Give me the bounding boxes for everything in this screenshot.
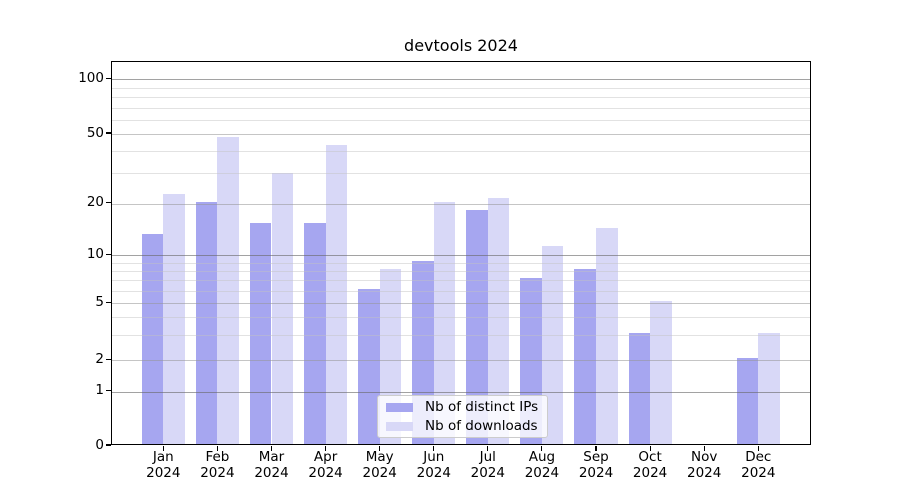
x-tick-label-jun: Jun 2024 [416, 449, 451, 481]
gridline-40 [112, 151, 810, 152]
x-tick-label-apr: Apr 2024 [308, 449, 343, 481]
y-tick-0 [106, 444, 111, 446]
bar-downloads-dec [758, 333, 780, 444]
y-tick-label-1: 1 [95, 382, 104, 399]
legend-item-distinct-ips: Nb of distinct IPs [386, 399, 539, 415]
gridline-3 [112, 335, 810, 337]
x-tick-mar [270, 446, 273, 451]
x-tick-sep [595, 446, 597, 451]
x-tick-label-feb: Feb 2024 [200, 449, 235, 481]
bar-downloads-jan [163, 194, 185, 444]
gridline-30 [112, 172, 810, 174]
bar-downloads-mar [271, 173, 294, 444]
x-tick-label-nov: Nov 2024 [687, 449, 722, 481]
x-tick-oct [649, 446, 651, 451]
x-tick-dec [757, 446, 759, 451]
gridline-8 [112, 270, 810, 272]
gridline-20 [112, 203, 810, 205]
gridline-5 [112, 303, 810, 305]
chart-title: devtools 2024 [404, 36, 518, 55]
x-tick-feb [216, 446, 218, 451]
y-tick-20 [106, 202, 111, 204]
y-tick-label-10: 10 [86, 245, 104, 262]
gridline-9 [112, 262, 810, 264]
bar-distinct-ips-dec [736, 358, 759, 444]
x-tick-label-may: May 2024 [362, 449, 397, 481]
x-tick-label-dec: Dec 2024 [741, 449, 776, 481]
plot-area [111, 61, 811, 445]
y-tick-10 [106, 253, 111, 255]
bar-downloads-sep [596, 228, 618, 444]
y-tick-label-5: 5 [95, 293, 104, 310]
gridline-60 [112, 119, 810, 121]
x-tick-jul [487, 446, 489, 451]
gridline-50 [112, 134, 810, 135]
bar-downloads-apr [325, 145, 348, 444]
x-tick-label-jan: Jan 2024 [146, 449, 181, 481]
gridline-6 [112, 290, 810, 292]
y-tick-100 [106, 77, 111, 79]
gridline-70 [112, 107, 810, 109]
x-tick-may [379, 446, 381, 451]
gridline-1 [112, 391, 810, 393]
x-tick-label-aug: Aug 2024 [524, 449, 560, 481]
y-tick-label-50: 50 [86, 124, 104, 141]
bar-downloads-oct [650, 301, 672, 444]
legend-item-downloads: Nb of downloads [386, 418, 539, 434]
gridline-80 [112, 96, 810, 98]
bar-distinct-ips-feb [195, 201, 218, 444]
gridline-2 [112, 360, 810, 362]
legend-swatch-distinct-ips [386, 402, 413, 412]
gridline-7 [112, 280, 810, 281]
x-tick-aug [541, 446, 543, 451]
gridline-10 [112, 255, 810, 257]
y-tick-label-0: 0 [95, 436, 104, 453]
bar-distinct-ips-jul [466, 209, 488, 444]
x-tick-jun [433, 446, 435, 451]
bar-distinct-ips-apr [304, 223, 326, 444]
bar-downloads-feb [217, 136, 239, 444]
x-tick-label-oct: Oct 2024 [632, 449, 668, 481]
x-tick-label-mar: Mar 2024 [254, 449, 289, 481]
bar-distinct-ips-oct [628, 333, 651, 444]
legend: Nb of distinct IPs Nb of downloads [377, 395, 548, 438]
y-tick-2 [106, 358, 111, 360]
y-tick-label-100: 100 [78, 69, 104, 86]
bar-distinct-ips-may [358, 288, 380, 444]
bar-downloads-aug [541, 246, 564, 444]
bar-distinct-ips-jan [141, 233, 164, 444]
x-tick-nov [703, 446, 705, 451]
x-tick-jan [162, 446, 164, 451]
y-tick-label-2: 2 [95, 350, 104, 367]
legend-label-distinct-ips: Nb of distinct IPs [425, 399, 539, 415]
y-tick-5 [106, 301, 111, 303]
gridline-4 [112, 317, 810, 319]
legend-swatch-downloads [386, 421, 413, 431]
bar-distinct-ips-sep [574, 268, 596, 444]
bar-downloads-jun [433, 201, 456, 444]
x-tick-apr [325, 446, 327, 451]
y-tick-label-20: 20 [86, 194, 104, 211]
x-tick-label-sep: Sep 2024 [578, 449, 614, 481]
y-tick-1 [106, 390, 111, 392]
legend-label-downloads: Nb of downloads [425, 418, 538, 434]
gridline-100 [112, 79, 810, 81]
y-tick-50 [106, 132, 111, 134]
bar-downloads-jul [487, 198, 510, 444]
x-tick-label-jul: Jul 2024 [470, 449, 505, 481]
gridline-90 [112, 87, 810, 89]
bar-distinct-ips-mar [249, 223, 272, 444]
